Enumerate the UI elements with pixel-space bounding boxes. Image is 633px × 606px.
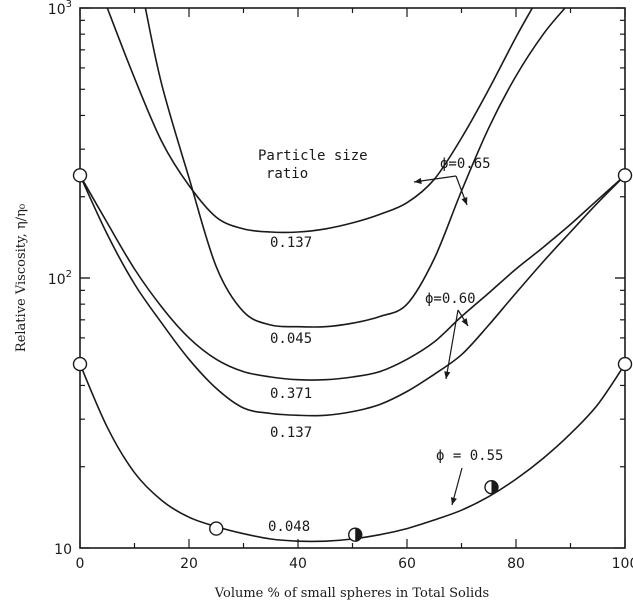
open-circle-marker [72,356,88,372]
curve-1 [144,7,566,328]
half-filled-circle-marker [484,479,499,495]
phi-055-label: ϕ = 0.55 [436,448,503,464]
markers [72,168,633,542]
x-tick-label: 0 [76,556,85,572]
open-circle-marker [617,356,633,372]
curve-2 [79,174,626,381]
ticks: 0 20 40 60 80 100 10 102 103 [48,0,633,572]
curves [79,7,626,543]
x-tick-label: 60 [398,556,416,572]
curve-label-0-137-top: 0.137 [270,235,312,251]
open-circle-marker [617,168,633,183]
phi-060-arrow-down [445,309,459,380]
phi-065-arrow-right-head [461,197,468,205]
curve-label-0-371: 0.371 [270,386,312,402]
y-tick-label: 10 [54,542,72,558]
y-tick-label: 103 [48,0,72,18]
particle-size-label: Particle size [258,148,368,164]
curve-label-0-045: 0.045 [270,331,312,347]
phi-060-arrow-down-head [444,371,451,379]
annotation-arrows [413,175,469,506]
curve-label-0-137-bottom: 0.137 [270,425,312,441]
open-circle-marker [72,168,88,183]
open-circle-marker [209,521,224,536]
phi-065-arrow-left-head [414,177,422,184]
curve-3 [79,174,626,417]
curve-4 [79,363,626,543]
x-tick-label: 40 [289,556,307,572]
marker-fill [491,480,498,494]
x-tick-label: 80 [507,556,525,572]
x-tick-label: 100 [612,556,633,572]
half-filled-circle-marker [348,527,363,542]
ratio-label: ratio [266,166,308,182]
phi-055-arrow-head [450,497,457,505]
plot-frame [79,7,626,549]
y-axis-title: Relative Viscosity, η/η₀ [14,204,29,352]
x-axis-title: Volume % of small spheres in Total Solid… [214,586,489,601]
curve-label-0-048: 0.048 [268,519,310,535]
phi-065-label: ϕ=0.65 [440,156,491,172]
x-tick-label: 20 [180,556,198,572]
phi-060-label: ϕ=0.60 [425,291,476,307]
marker-fill [355,528,362,542]
y-tick-label: 102 [48,269,72,288]
curve-0 [106,7,534,234]
phi-060-arrow-right-head [461,318,468,326]
